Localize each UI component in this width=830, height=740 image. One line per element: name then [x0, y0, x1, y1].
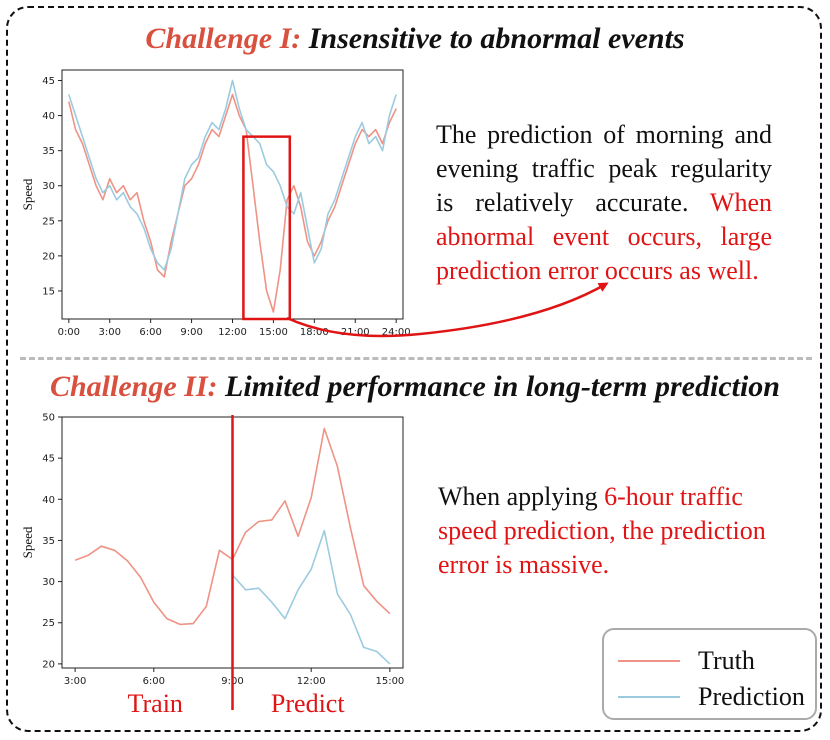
x-tick-label: 15:00: [375, 676, 404, 687]
challenge-1-description: The prediction of morning and evening tr…: [436, 118, 772, 288]
desc-2-highlight: 6-hour traffic speed prediction, the pre…: [438, 482, 766, 579]
y-tick-label: 25: [42, 618, 55, 629]
x-tick-label: 12:00: [218, 327, 247, 338]
x-tick-label: 9:00: [180, 327, 202, 338]
desc-2-normal: When applying: [438, 482, 605, 511]
legend-swatch-truth: [618, 660, 680, 662]
x-tick-label: 3:00: [99, 327, 121, 338]
y-tick-label: 20: [42, 659, 55, 670]
legend: Truth Prediction: [602, 628, 817, 720]
series-line-prediction: [231, 529, 391, 665]
y-tick-label: 45: [42, 454, 55, 465]
x-tick-label: 21:00: [341, 327, 370, 338]
y-axis-label: Speed: [20, 526, 35, 558]
desc-1-normal: The prediction of morning and evening tr…: [436, 120, 772, 217]
y-axis-label: Speed: [20, 178, 35, 210]
challenge-2-heading: Challenge II: Limited performance in lon…: [0, 370, 830, 404]
y-tick-label: 30: [42, 181, 55, 192]
legend-label-truth: Truth: [698, 646, 755, 675]
x-tick-label: 12:00: [297, 676, 326, 687]
x-tick-label: 24:00: [382, 327, 411, 338]
predict-region-label: Predict: [271, 689, 345, 718]
y-tick-label: 35: [42, 146, 55, 157]
dashed-frame: [6, 6, 822, 732]
x-tick-label: 15:00: [259, 327, 288, 338]
train-region-label: Train: [128, 689, 183, 718]
y-tick-label: 25: [42, 216, 55, 227]
challenge-1-label: Challenge I:: [145, 22, 302, 55]
legend-label-prediction: Prediction: [698, 682, 805, 711]
chart-1: 15 20 25 30 35 40 45 0:00 3:00 6:00 9:00 12:00 15:00…: [20, 69, 411, 338]
challenge-2-label: Challenge II:: [49, 370, 218, 403]
desc-1-highlight: When abnormal event occurs, large predic…: [436, 188, 772, 285]
x-tick-label: 18:00: [300, 327, 329, 338]
x-tick-label: 0:00: [58, 327, 80, 338]
abnormal-event-box: [242, 135, 292, 321]
y-tick-label: 45: [42, 76, 55, 87]
x-tick-label: 3:00: [64, 676, 86, 687]
y-tick-label: 30: [42, 577, 55, 588]
y-tick-label: 50: [42, 413, 55, 424]
y-tick-label: 40: [42, 111, 55, 122]
challenge-2-description: When applying 6-hour traffic speed predi…: [438, 480, 798, 582]
legend-swatch-prediction: [618, 696, 680, 698]
callout-arrow: [286, 282, 609, 338]
challenge-2-title: Limited performance in long-term predict…: [217, 370, 780, 403]
y-tick-label: 15: [42, 286, 55, 297]
series-line-truth: [68, 93, 397, 313]
x-tick-label: 6:00: [139, 327, 161, 338]
y-tick-label: 20: [42, 251, 55, 262]
y-tick-label: 40: [42, 495, 55, 506]
legend-item-truth: Truth: [618, 646, 755, 676]
challenge-1-title: Insensitive to abnormal events: [301, 22, 685, 55]
challenge-1-heading: Challenge I: Insensitive to abnormal eve…: [0, 22, 830, 56]
chart-2: 202530354045503:006:009:0012:0015:00Spee…: [20, 413, 404, 719]
x-tick-label: 6:00: [143, 676, 165, 687]
series-line-prediction: [68, 79, 397, 271]
legend-item-prediction: Prediction: [618, 682, 805, 712]
section-divider: [20, 357, 812, 360]
y-tick-label: 35: [42, 536, 55, 547]
